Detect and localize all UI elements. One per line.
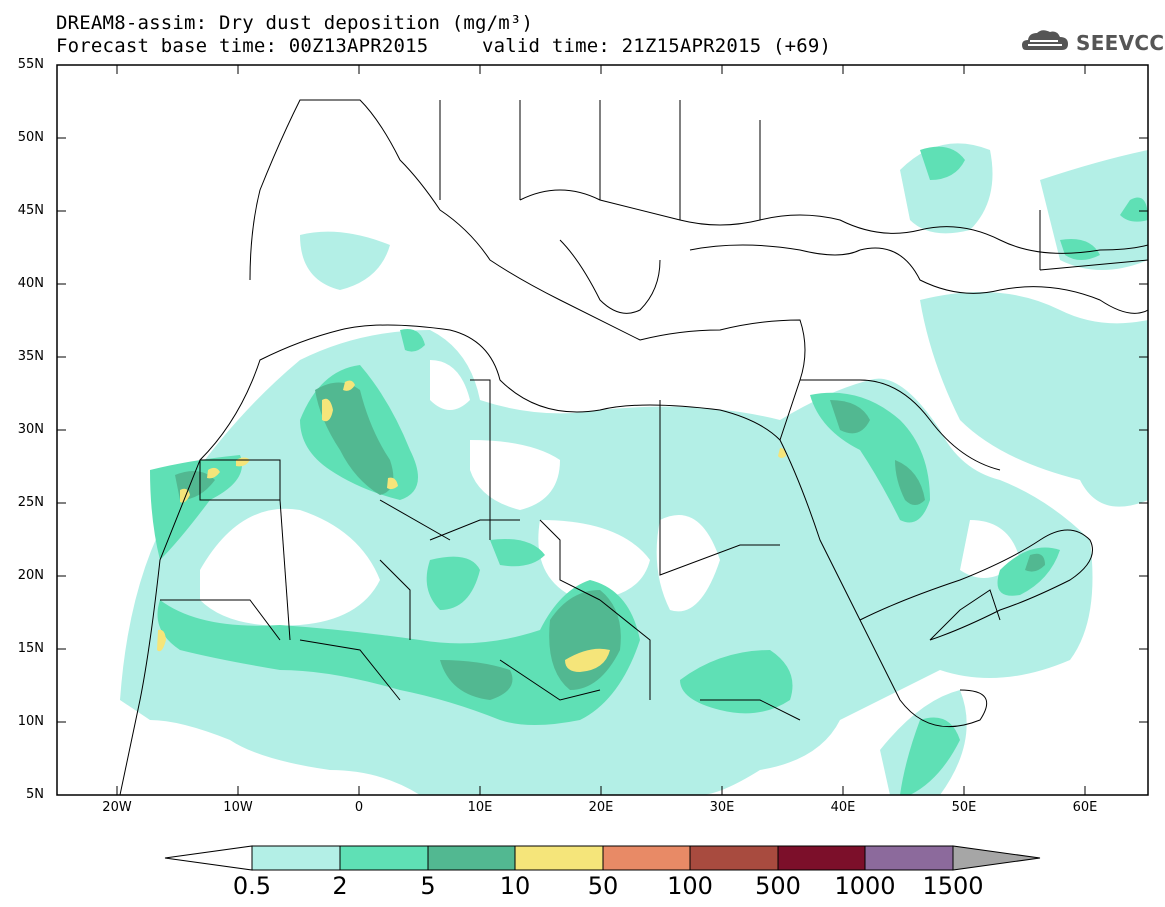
dust-level-5-10 [175, 382, 1045, 700]
colorbar-swatch-0 [251, 845, 341, 871]
cloud-icon [1022, 30, 1068, 50]
colorbar-label: 1500 [922, 872, 984, 900]
colorbar-over-arrow [952, 845, 1041, 871]
lon-label: 50E [951, 800, 977, 815]
colorbar-label: 5 [420, 872, 436, 900]
dust-free-areas [200, 360, 1020, 626]
lon-label: 60E [1072, 800, 1098, 815]
lon-label: 20E [588, 800, 614, 815]
logo-text: SEEVCCC [1076, 31, 1165, 55]
colorbar-swatch-1 [339, 845, 429, 871]
map-title: DREAM8-assim: Dry dust deposition (mg/m³… [56, 12, 534, 34]
axis-ticks [57, 64, 1148, 795]
lat-label: 10N [17, 714, 44, 729]
valid-time: valid time: 21Z15APR2015 (+69) [482, 35, 832, 57]
colorbar-label: 0.5 [232, 872, 272, 900]
colorbar-label: 10 [499, 872, 531, 900]
lat-label: 20N [17, 568, 44, 583]
lat-label: 40N [17, 276, 44, 291]
colorbar [164, 845, 1041, 871]
colorbar-swatch-7 [864, 845, 954, 871]
lon-label: 10W [223, 800, 253, 815]
lat-label: 25N [17, 495, 44, 510]
lat-label: 45N [17, 203, 44, 218]
colorbar-label: 2 [332, 872, 348, 900]
lat-label: 15N [17, 641, 44, 656]
colorbar-label: 100 [667, 872, 713, 900]
lon-label: 20W [102, 800, 132, 815]
colorbar-label: 1000 [834, 872, 896, 900]
colorbar-swatch-3 [514, 845, 604, 871]
lon-label: 30E [709, 800, 735, 815]
colorbar-swatch-5 [689, 845, 779, 871]
lon-label: 40E [830, 800, 856, 815]
colorbar-label: 500 [755, 872, 801, 900]
base-time: Forecast base time: 00Z13APR2015 [56, 35, 429, 57]
lon-label: 10E [467, 800, 493, 815]
colorbar-swatch-2 [427, 845, 516, 871]
lat-label: 50N [17, 130, 44, 145]
lon-label: 0 [354, 800, 364, 815]
colorbar-swatch-6 [777, 845, 866, 871]
lat-label: 5N [26, 787, 44, 802]
dust-level-0.5-2 [120, 143, 1148, 795]
colorbar-under-arrow [164, 845, 253, 871]
colorbar-swatch-4 [602, 845, 691, 871]
colorbar-label: 50 [587, 872, 619, 900]
country-borders [119, 99, 1148, 795]
lat-label: 30N [17, 422, 44, 437]
lat-label: 35N [17, 349, 44, 364]
lat-label: 55N [17, 57, 44, 72]
